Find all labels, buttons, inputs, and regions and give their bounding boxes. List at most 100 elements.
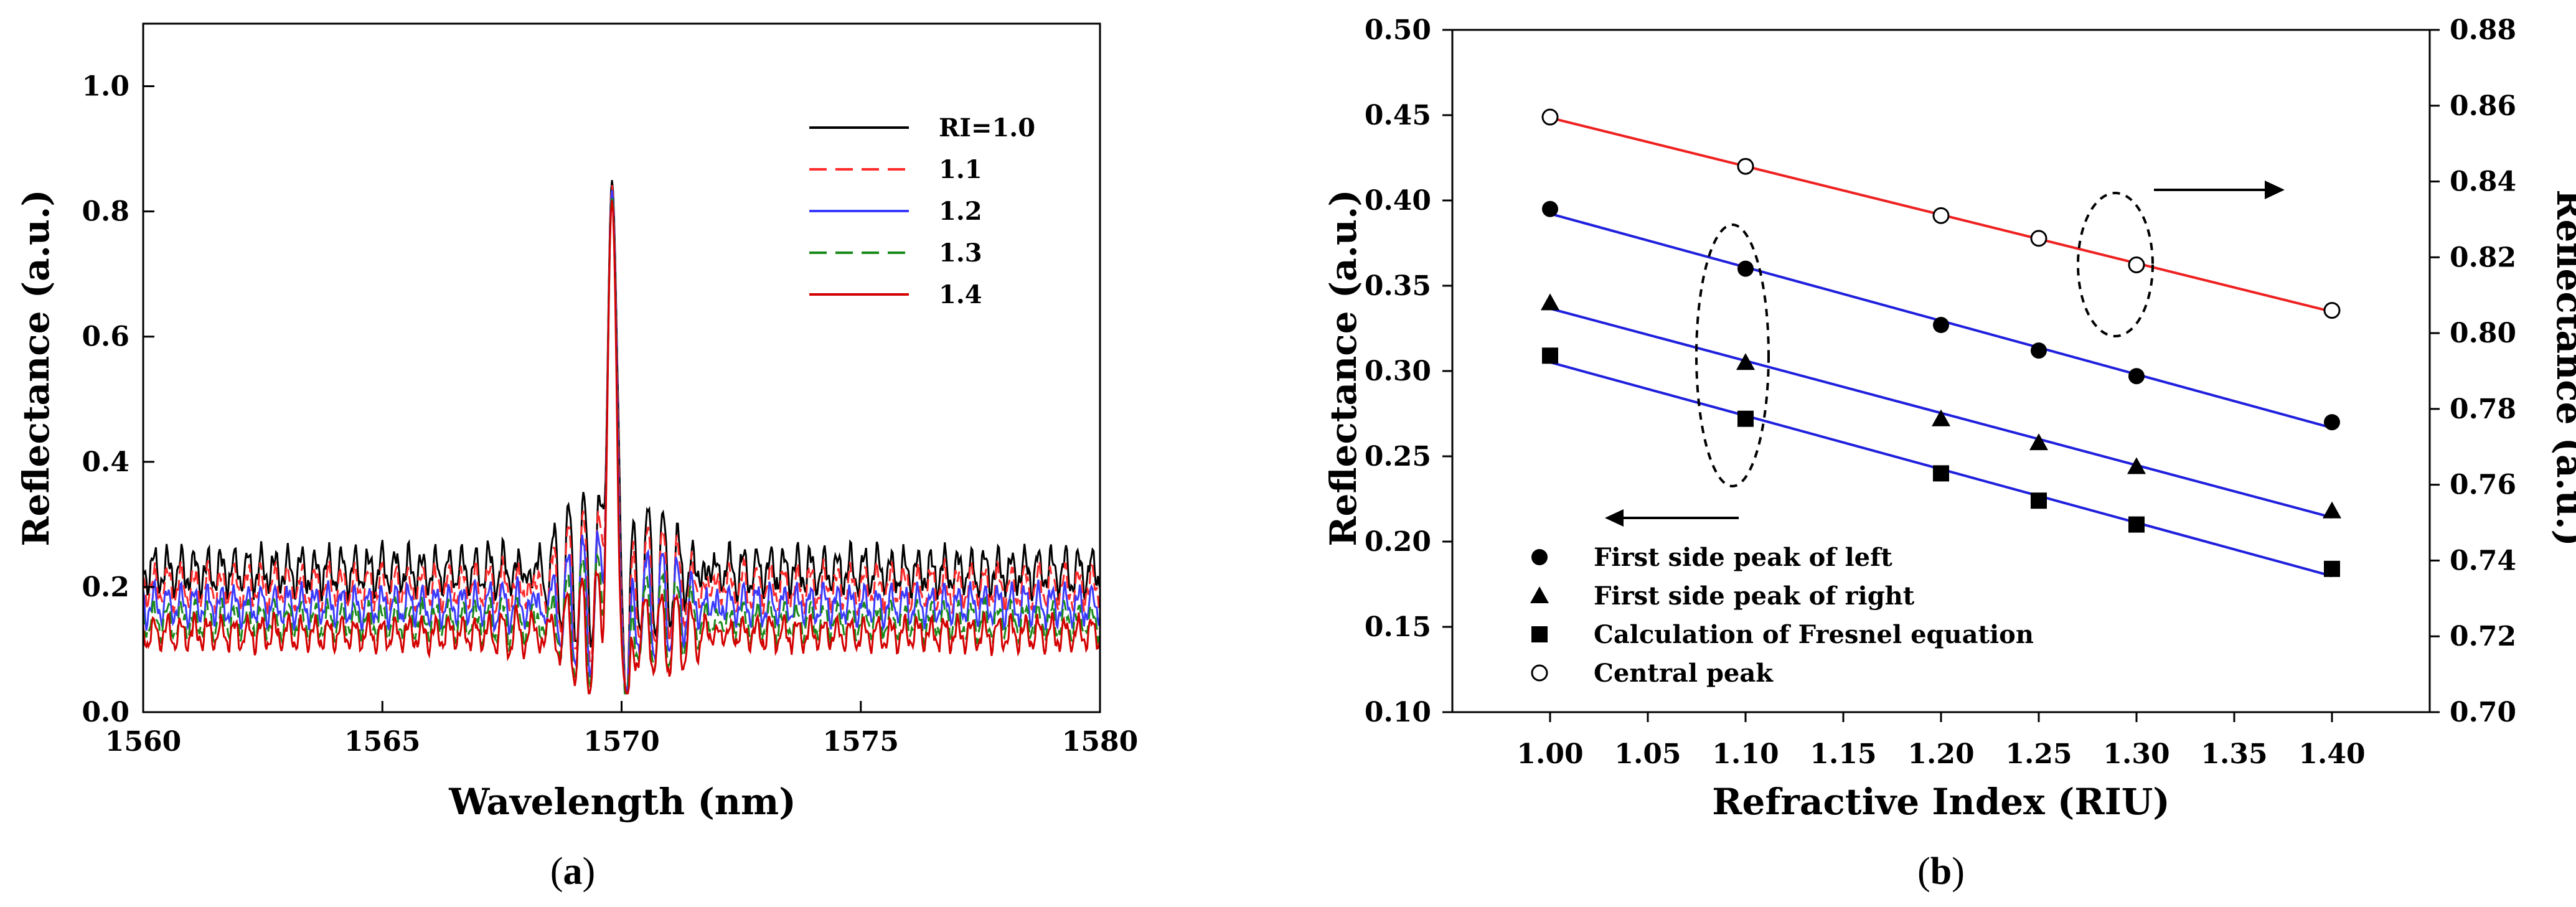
left-axis-arrow-head <box>1605 509 1624 527</box>
chart-b-legend-label: First side peak of right <box>1594 581 1915 611</box>
chart-b-right-y-tick-label: 0.72 <box>2450 621 2516 652</box>
chart-b-left-y-tick-label: 0.15 <box>1365 611 1431 643</box>
chart-a-series-lines <box>142 180 1101 695</box>
right-axis-group-ellipse <box>2077 192 2154 337</box>
chart-a-y-ticks: 0.0 0.2 0.4 0.6 0.8 1.0 <box>82 71 154 728</box>
chart-b-x-tick-label: 1.20 <box>1907 738 1974 770</box>
chart-b-x-tick-label: 1.05 <box>1614 738 1681 770</box>
chart-b-point-0 <box>1933 317 1949 334</box>
chart-b-left-y-tick-label: 0.10 <box>1365 697 1431 728</box>
chart-b-point-0 <box>2031 342 2047 359</box>
chart-b-left-y-tick-label: 0.30 <box>1365 355 1431 387</box>
chart-b-point-2 <box>2031 492 2047 509</box>
chart-a-y-tick-label: 0.0 <box>82 697 129 728</box>
chart-a-x-ticks: 1560 1565 1570 1575 1580 <box>105 701 1138 758</box>
chart-b-x-tick-label: 1.40 <box>2298 738 2365 770</box>
chart-b-plot-area <box>1541 108 2341 578</box>
chart-b-point-3 <box>1932 207 1950 224</box>
chart-a-x-tick-label: 1565 <box>344 726 420 758</box>
chart-b-point-2 <box>1542 347 1558 364</box>
chart-a-legend: RI=1.0 1.1 1.2 1.3 1.4 <box>809 113 1035 309</box>
chart-b-caption-letter: b <box>1930 850 1952 893</box>
chart-b-right-y-tick-label: 0.74 <box>2450 545 2516 576</box>
chart-b-right-y-tick-label: 0.80 <box>2450 317 2516 349</box>
chart-b-legend-label: First side peak of left <box>1594 543 1892 572</box>
chart-b-left-y-label: Reflectance (a.u.) <box>1322 189 1365 546</box>
chart-b-point-3 <box>1541 108 1559 126</box>
chart-b-right-y-tick-label: 0.76 <box>2450 469 2516 501</box>
chart-b-legend-marker <box>1531 549 1548 565</box>
chart-b-point-0 <box>2128 368 2145 385</box>
chart-a-legend-label: 1.2 <box>939 197 982 226</box>
chart-b-x-tick-label: 1.00 <box>1516 738 1583 770</box>
chart-b-point-2 <box>1933 465 1949 482</box>
chart-b-right-y-tick-label: 0.78 <box>2450 393 2516 425</box>
chart-a: 1560 1565 1570 1575 1580 0.00.20.40.60.81.0 … <box>15 22 1138 893</box>
chart-a-series-line-4 <box>142 200 1101 695</box>
chart-b-x-tick-label: 1.25 <box>2005 738 2072 770</box>
chart-b-point-0 <box>2324 414 2340 431</box>
chart-b-point-3 <box>1737 157 1754 175</box>
chart-b-legend-label: Calculation of Fresnel equation <box>1594 620 2034 649</box>
chart-b-point-1 <box>2127 457 2146 474</box>
chart-a-y-tick-label: 0.6 <box>82 321 129 353</box>
chart-b-point-3 <box>2030 230 2047 247</box>
chart-b-point-0 <box>1737 260 1754 277</box>
left-axis-group-ellipse <box>1695 223 1770 487</box>
chart-b-point-0 <box>1542 200 1558 217</box>
chart-b: 1.00 1.05 1.10 1.15 1.20 1.25 1.30 1.35 1.40 0.1… <box>1322 14 2576 893</box>
chart-b-legend-marker <box>1531 626 1548 642</box>
chart-b-left-y-tick-label: 0.40 <box>1365 185 1431 217</box>
right-axis-arrow-head <box>2265 181 2285 199</box>
chart-b-legend-marker <box>1531 664 1548 682</box>
chart-b-legend: First side peak of left First side peak o… <box>1530 543 2034 688</box>
chart-a-x-tick-label: 1580 <box>1062 726 1138 758</box>
chart-b-x-tick-label: 1.10 <box>1712 738 1779 770</box>
chart-b-right-y-tick-label: 0.84 <box>2450 166 2516 198</box>
chart-b-point-1 <box>1736 353 1755 370</box>
chart-b-x-ticks: 1.00 1.05 1.10 1.15 1.20 1.25 1.30 1.35 1.40 <box>1516 712 2366 770</box>
chart-b-left-y-tick-label: 0.25 <box>1365 441 1431 472</box>
chart-a-y-tick-label: 0.2 <box>82 571 129 603</box>
chart-b-point-3 <box>2128 256 2145 274</box>
chart-b-annotations <box>1605 181 2285 527</box>
chart-b-point-1 <box>1932 409 1950 426</box>
chart-b-point-2 <box>2324 560 2340 577</box>
chart-b-point-1 <box>2029 433 2048 451</box>
chart-a-legend-label: 1.3 <box>939 238 982 268</box>
chart-b-right-y-label: Reflectance (a.u.) <box>2549 189 2576 546</box>
chart-a-x-tick-label: 1570 <box>583 726 659 758</box>
chart-a-y-tick-label: 1.0 <box>82 71 129 103</box>
chart-b-right-y-tick-label: 0.82 <box>2450 242 2516 273</box>
chart-b-legend-marker <box>1530 586 1549 603</box>
chart-a-legend-label: 1.4 <box>939 280 982 309</box>
chart-b-point-1 <box>2323 501 2341 519</box>
chart-b-point-3 <box>2323 302 2341 319</box>
chart-b-legend-label: Central peak <box>1594 659 1774 688</box>
chart-a-legend-label: 1.1 <box>939 155 982 184</box>
chart-b-right-y-tick-label: 0.70 <box>2450 697 2516 728</box>
chart-a-y-tick-label: 0.4 <box>82 446 129 478</box>
chart-b-left-y-tick-label: 0.50 <box>1365 14 1431 46</box>
chart-b-x-label: Refractive Index (RIU) <box>1712 781 2169 823</box>
chart-a-x-tick-label: 1560 <box>105 726 181 758</box>
chart-a-caption-letter: a <box>563 850 583 893</box>
chart-b-x-tick-label: 1.30 <box>2103 738 2169 770</box>
chart-b-left-y-tick-label: 0.20 <box>1365 526 1431 558</box>
chart-b-left-y-ticks: 0.10 0.15 0.20 0.25 0.30 0.35 0.40 0.45 0.50 <box>1365 14 1452 728</box>
chart-a-x-label: Wavelength (nm) <box>448 781 796 823</box>
chart-b-x-tick-label: 1.35 <box>2201 738 2267 770</box>
chart-b-left-y-tick-label: 0.35 <box>1365 270 1431 302</box>
chart-b-point-2 <box>2128 516 2145 533</box>
chart-b-caption: (b) <box>1917 850 1965 893</box>
chart-b-right-y-ticks: 0.70 0.72 0.74 0.76 0.78 0.80 0.82 0.84 0.86 0.88 <box>2430 14 2516 728</box>
chart-a-x-tick-label: 1575 <box>823 726 899 758</box>
chart-b-right-y-tick-label: 0.88 <box>2450 14 2516 46</box>
chart-a-y-label: Reflectance (a.u.) <box>15 189 57 546</box>
chart-b-x-tick-label: 1.15 <box>1810 738 1876 770</box>
chart-a-caption: (a) <box>550 850 595 893</box>
chart-b-left-y-tick-label: 0.45 <box>1365 100 1431 131</box>
chart-b-right-y-tick-label: 0.86 <box>2450 90 2516 122</box>
chart-a-legend-label: RI=1.0 <box>939 113 1035 143</box>
